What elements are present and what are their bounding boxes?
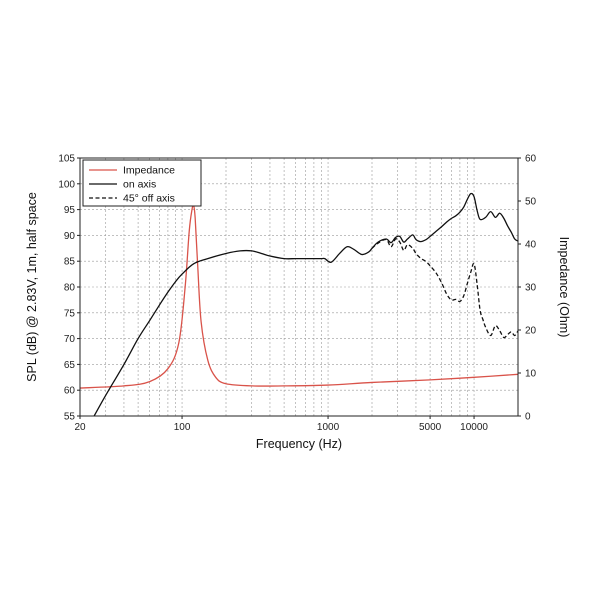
y-axis-left-title: SPL (dB) @ 2.83V, 1m, half space: [25, 192, 39, 382]
legend-label-on-axis: on axis: [123, 179, 156, 191]
y-left-tick-label: 70: [64, 334, 76, 345]
y-right-tick-label: 0: [525, 412, 531, 423]
y-left-tick-label: 55: [64, 412, 76, 423]
y-right-tick-label: 50: [525, 197, 537, 208]
y-axis-right-title: Impedance (Ohm): [557, 237, 571, 338]
y-left-tick-label: 100: [58, 179, 75, 190]
y-left-tick-label: 75: [64, 308, 76, 319]
legend-label-off-axis: 45° off axis: [123, 193, 175, 205]
y-left-tick-label: 95: [64, 205, 76, 216]
chart-legend: Impedance on axis 45° off axis: [82, 159, 202, 207]
chart-grid: [80, 158, 518, 416]
x-tick-label: 1000: [317, 422, 340, 433]
legend-label-impedance: Impedance: [123, 165, 175, 177]
y-left-tick-label: 80: [64, 283, 76, 294]
y-right-tick-label: 30: [525, 283, 537, 294]
x-tick-label: 20: [74, 422, 86, 433]
series-line-on-axis: [93, 192, 519, 417]
y-right-tick-label: 40: [525, 240, 537, 251]
y-right-tick-label: 60: [525, 154, 537, 165]
x-axis-title: Frequency (Hz): [256, 437, 342, 451]
x-tick-label: 100: [174, 422, 191, 433]
y-left-tick-label: 65: [64, 360, 76, 371]
y-right-tick-label: 20: [525, 326, 537, 337]
x-tick-label: 10000: [460, 422, 488, 433]
y-left-tick-label: 90: [64, 231, 76, 242]
plot-lines: [79, 192, 519, 417]
axis-ticks: 55 60 65 70 75 80 85 90 95 100 105 0 10 20 30 40 50 60 20 1…: [58, 154, 536, 434]
series-line-impedance: [79, 204, 519, 389]
y-left-tick-label: 85: [64, 257, 76, 268]
x-tick-label: 5000: [419, 422, 442, 433]
y-left-tick-label: 105: [58, 154, 75, 165]
series-line-off-axis: [371, 238, 519, 339]
y-left-tick-label: 60: [64, 386, 76, 397]
y-right-tick-label: 10: [525, 369, 537, 380]
